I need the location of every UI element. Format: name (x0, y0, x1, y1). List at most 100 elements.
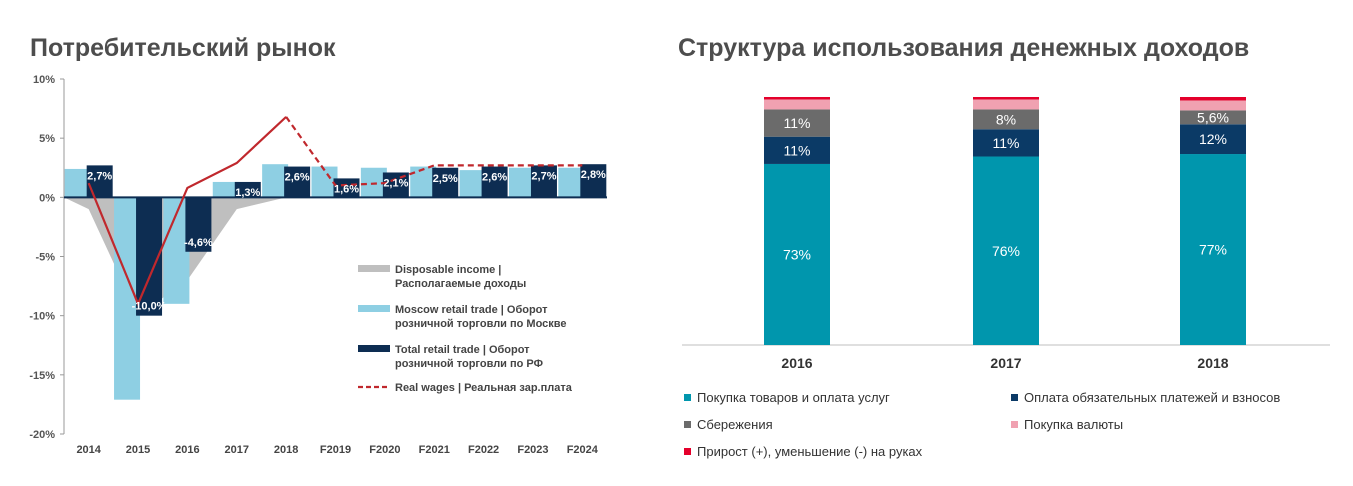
x-tick-label: F2020 (369, 444, 400, 456)
moscow-retail-bar (508, 167, 535, 198)
legend-swatch (358, 265, 390, 272)
legend-swatch (1011, 394, 1018, 401)
legend-item-savings: Сбережения (684, 417, 773, 432)
x-tick-label: 2016 (781, 355, 812, 371)
stacked-bar-segment (973, 129, 1039, 157)
moscow-retail-bar (459, 170, 486, 198)
x-tick-label: 2017 (225, 444, 249, 456)
legend-label: розничной торговли по РФ (395, 358, 543, 370)
stacked-bar-segment (764, 99, 830, 110)
total-retail-bar (284, 166, 311, 198)
total-retail-bar (580, 164, 607, 198)
total-retail-data-label: 2,6% (482, 172, 507, 184)
legend-label: Покупка валюты (1024, 417, 1124, 432)
x-tick-label: 2014 (76, 444, 101, 456)
segment-data-label: 76% (992, 243, 1020, 259)
legend-swatch (684, 421, 691, 428)
total-retail-bar (481, 166, 508, 198)
x-tick-label: F2024 (567, 444, 599, 456)
stacked-bar-segment (764, 136, 830, 164)
moscow-retail-bar (64, 168, 91, 198)
x-tick-label: F2022 (468, 444, 499, 456)
legend-label: Moscow retail trade | Оборот (395, 304, 548, 316)
segment-data-label: 5,6% (1197, 109, 1229, 125)
x-tick-label: 2018 (274, 444, 298, 456)
stacked-bar-segment (1180, 110, 1246, 125)
total-retail-bar (234, 181, 261, 198)
segment-data-label: 8% (996, 111, 1016, 127)
y-tick-label: -15% (29, 370, 55, 382)
y-tick-label: -20% (29, 429, 55, 441)
stacked-bar-segment (973, 99, 1039, 110)
stacked-bar-segment (973, 156, 1039, 345)
legend-label: Total retail trade | Оборот (395, 344, 530, 356)
total-retail-data-label: 2,7% (531, 170, 556, 182)
real-wages-line (87, 116, 287, 307)
x-tick-label: F2023 (517, 444, 548, 456)
total-retail-data-label: 2,8% (581, 169, 606, 181)
legend-label: Оплата обязательных платежей и взносов (1024, 390, 1281, 405)
left-chart-title: Потребительский рынок (30, 34, 336, 62)
legend-swatch (684, 394, 691, 401)
stacked-bar-segment (973, 109, 1039, 130)
legend-item-cash-change: Прирост (+), уменьшение (-) на руках (684, 444, 922, 459)
segment-data-label: 12% (1199, 131, 1227, 147)
moscow-retail-bar (212, 181, 239, 198)
stacked-bar-segment (973, 97, 1039, 100)
consumer-market-chart: 10% 5% 0% -5% -10% -15% -20% 2,7% -10,0% -4,6% 1,3… (29, 74, 607, 456)
y-tick-label: 5% (39, 133, 55, 145)
legend-swatch (358, 305, 390, 312)
legend-label: розничной торговли по Москве (395, 318, 567, 330)
segment-data-label: 11% (784, 115, 811, 131)
y-tick-label: 10% (33, 74, 55, 86)
moscow-retail-bar (558, 167, 585, 198)
y-tick-label: -5% (35, 252, 55, 264)
legend-label: Сбережения (697, 417, 773, 432)
legend-label: Disposable income | (395, 264, 501, 276)
segment-data-label: 11% (784, 142, 811, 158)
right-chart-title: Структура использования денежных доходов (678, 34, 1250, 62)
stacked-bar-segment (764, 109, 830, 137)
x-tick-label: F2021 (419, 444, 450, 456)
real-wages-forecast-line (285, 116, 583, 187)
total-retail-bar (86, 165, 113, 198)
total-retail-data-label: 2,7% (87, 170, 112, 182)
total-retail-data-label: 2,1% (383, 177, 408, 189)
total-retail-bar (432, 167, 459, 198)
y-tick-label: -10% (29, 311, 55, 323)
y-tick-label: 0% (39, 192, 55, 204)
x-tick-label: 2016 (175, 444, 199, 456)
stacked-bar-segment (1180, 154, 1246, 345)
x-tick-label: 2017 (990, 355, 1021, 371)
stacked-bar-segment (1180, 97, 1246, 101)
total-retail-data-label: -4,6% (184, 237, 213, 249)
stacked-bar-segment (1180, 124, 1246, 155)
segment-data-label: 11% (993, 135, 1020, 151)
segment-data-label: 73% (783, 246, 811, 262)
moscow-retail-bar (262, 164, 289, 198)
x-tick-label: 2015 (126, 444, 150, 456)
stacked-bar-segment (1180, 100, 1246, 111)
legend-item-goods: Покупка товаров и оплата услуг (684, 390, 890, 405)
legend-item-currency: Покупка валюты (1011, 417, 1123, 432)
total-retail-data-label: 1,3% (235, 187, 260, 199)
total-retail-data-label: -10,0% (132, 301, 167, 313)
total-retail-bar (333, 178, 360, 198)
legend-label: Прирост (+), уменьшение (-) на руках (697, 444, 923, 459)
legend-swatch (1011, 421, 1018, 428)
legend-item-payments: Оплата обязательных платежей и взносов (1011, 390, 1280, 405)
legend-swatch (358, 345, 390, 352)
total-retail-bar (185, 197, 212, 252)
total-retail-data-label: 2,5% (433, 173, 458, 185)
total-retail-data-label: 2,6% (285, 172, 310, 184)
legend-swatch (684, 448, 691, 455)
total-retail-data-label: 1,6% (334, 183, 359, 195)
segment-data-label: 77% (1199, 242, 1227, 258)
stacked-bar-segment (764, 163, 830, 345)
total-retail-bar (530, 165, 557, 198)
legend-label: Покупка товаров и оплата услуг (697, 390, 890, 405)
x-tick-label: F2019 (320, 444, 351, 456)
x-tick-label: 2018 (1197, 355, 1228, 371)
stacked-bar-segment (764, 97, 830, 100)
legend-label: Real wages | Реальная зар.плата (395, 382, 573, 394)
